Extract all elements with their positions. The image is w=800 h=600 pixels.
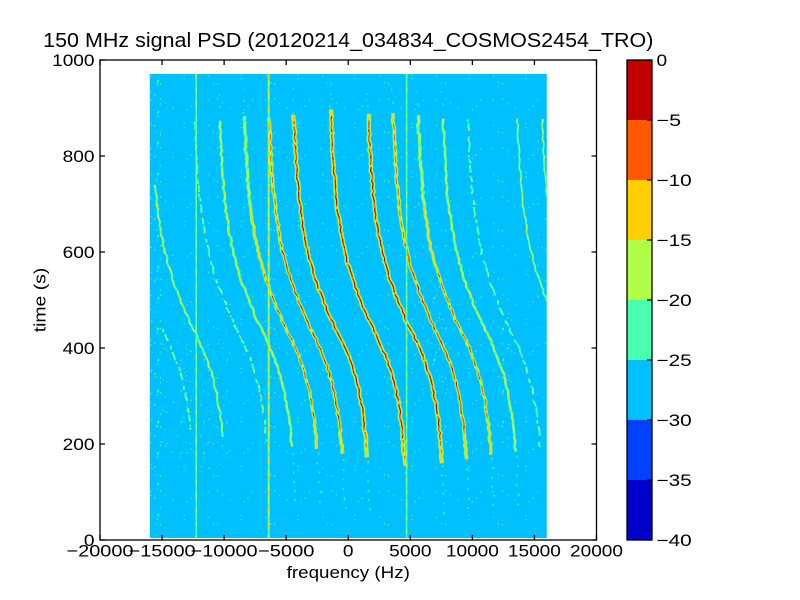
svg-text:−15000: −15000 [129, 542, 196, 561]
svg-text:0: 0 [84, 531, 95, 550]
svg-text:150 MHz signal PSD (20120214_0: 150 MHz signal PSD (20120214_034834_COSM… [43, 30, 653, 52]
svg-text:5000: 5000 [389, 542, 431, 561]
svg-text:−10: −10 [657, 171, 692, 190]
svg-text:−5000: −5000 [258, 542, 314, 561]
svg-text:−25: −25 [657, 351, 692, 370]
svg-text:−20: −20 [657, 291, 692, 310]
svg-text:0: 0 [657, 51, 668, 70]
svg-text:1000: 1000 [52, 51, 94, 70]
svg-text:time (s): time (s) [31, 268, 50, 333]
svg-text:−30: −30 [657, 411, 692, 430]
svg-text:0: 0 [343, 542, 354, 561]
svg-text:−10000: −10000 [191, 542, 258, 561]
svg-text:−5: −5 [657, 111, 682, 130]
svg-text:−20000: −20000 [67, 542, 134, 561]
svg-text:−40: −40 [657, 531, 692, 550]
svg-text:20000: 20000 [570, 542, 623, 561]
svg-text:600: 600 [63, 243, 95, 262]
svg-text:15000: 15000 [508, 542, 561, 561]
svg-text:−35: −35 [657, 471, 692, 490]
svg-text:10000: 10000 [446, 542, 499, 561]
svg-text:frequency (Hz): frequency (Hz) [287, 563, 410, 582]
svg-text:400: 400 [63, 339, 95, 358]
svg-text:−15: −15 [657, 231, 692, 250]
svg-text:200: 200 [63, 435, 95, 454]
svg-text:800: 800 [63, 147, 95, 166]
